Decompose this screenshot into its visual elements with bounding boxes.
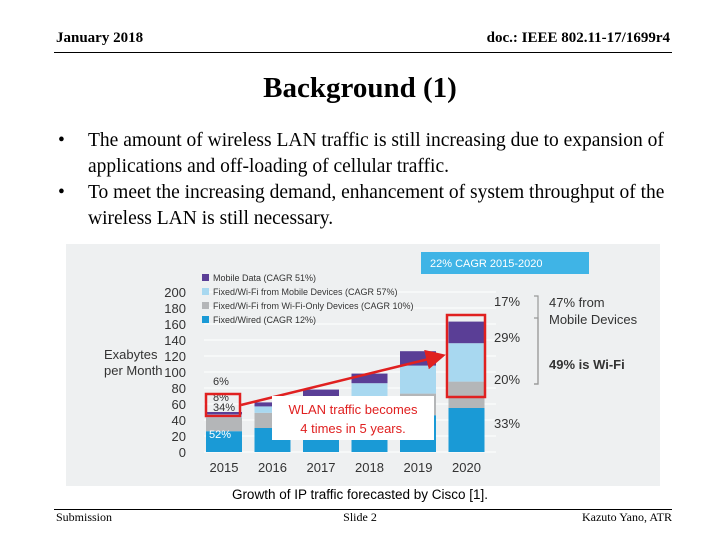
bullet-list: • The amount of wireless LAN traffic is s… [56,128,676,232]
chart-legend: Mobile Data (CAGR 51%) Fixed/Wi-Fi from M… [202,273,414,325]
y-tick-label: 40 [172,413,186,428]
annotation-mobile-line2: Mobile Devices [549,312,638,327]
cagr-banner-text: 22% CAGR 2015-2020 [430,258,543,270]
bullet-item: • The amount of wireless LAN traffic is s… [56,128,676,180]
x-tick-label: 2019 [404,460,433,475]
y-tick-label: 20 [172,429,186,444]
footer-rule [54,509,672,510]
chart-caption: Growth of IP traffic forecasted by Cisco… [231,487,489,502]
bar-segment [400,365,436,394]
bullet-text: To meet the increasing demand, enhanceme… [88,182,665,229]
bar-segment [448,343,485,382]
bullet-dot: • [58,182,65,203]
cagr-banner [421,252,589,274]
x-tick-label: 2015 [210,460,239,475]
footer-submission: Submission [56,510,113,524]
legend-swatch [202,302,209,309]
bar-segment [206,417,242,432]
legend-entry: Mobile Data (CAGR 51%) [213,273,316,283]
y-tick-label: 140 [164,333,186,348]
annotation-mobile-line1: 47% from [549,295,605,310]
data-label-2015: 6% [213,376,229,388]
y-axis-label-line1: Exabytes [104,347,158,362]
data-label-2020: 29% [494,330,520,345]
x-tick-label: 2020 [452,460,481,475]
legend-entry: Fixed/Wi-Fi from Mobile Devices (CAGR 57… [213,287,398,297]
x-tick-label: 2018 [355,460,384,475]
annotation-wifi: 49% is Wi-Fi [549,357,625,372]
y-tick-label: 60 [172,397,186,412]
callout-line2: 4 times in 5 years. [300,421,406,436]
x-tick-label: 2016 [258,460,287,475]
header-rule [54,52,672,53]
traffic-chart: 0 20 40 60 80 100 120 140 160 180 200 2015 2016 2017 2… [66,244,660,486]
bullet-item: • To meet the increasing demand, enhancem… [56,180,676,232]
bar-segment [448,408,485,452]
chart-grid [204,291,496,453]
data-label-2020: 33% [494,416,520,431]
bullet-text: The amount of wireless LAN traffic is st… [88,130,664,177]
data-label-2020: 20% [494,372,520,387]
y-tick-label: 100 [164,365,186,380]
data-label-2015: 52% [209,429,231,441]
data-label-2020: 17% [494,294,520,309]
highlight-box-2015 [204,392,242,418]
legend-swatch [202,274,209,281]
legend-swatch [202,316,209,323]
slide-title: Background (1) [263,72,457,104]
footer-author: Kazuto Yano, ATR [581,510,672,524]
data-label-2015: 34% [213,402,235,414]
bar-segment [448,321,485,344]
footer-slide-number: Slide 2 [343,510,377,524]
bar-segment [206,431,242,452]
y-tick-label: 200 [164,285,186,300]
y-tick-label: 120 [164,349,186,364]
bracket-wifi [534,317,539,385]
y-tick-label: 160 [164,317,186,332]
highlight-box-2020 [445,313,487,399]
bar-segment [303,389,339,396]
callout-line1: WLAN traffic becomes [288,402,418,417]
header-date: January 2018 [56,30,144,46]
bar-segment [206,412,242,415]
y-tick-label: 0 [179,445,186,460]
y-tick-label: 80 [172,381,186,396]
bar-segment [351,373,388,384]
callout-box [272,396,434,440]
legend-entry: Fixed/Wi-Fi from Wi-Fi-Only Devices (CAG… [213,301,414,311]
bullet-dot: • [58,130,65,151]
bar-segment [448,381,485,408]
header-doc-id: doc.: IEEE 802.11-17/1699r4 [486,30,670,46]
legend-swatch [202,288,209,295]
y-tick-label: 180 [164,301,186,316]
legend-entry: Fixed/Wired (CAGR 12%) [213,315,316,325]
x-tick-label: 2017 [307,460,336,475]
y-axis-label-line2: per Month [104,363,163,378]
